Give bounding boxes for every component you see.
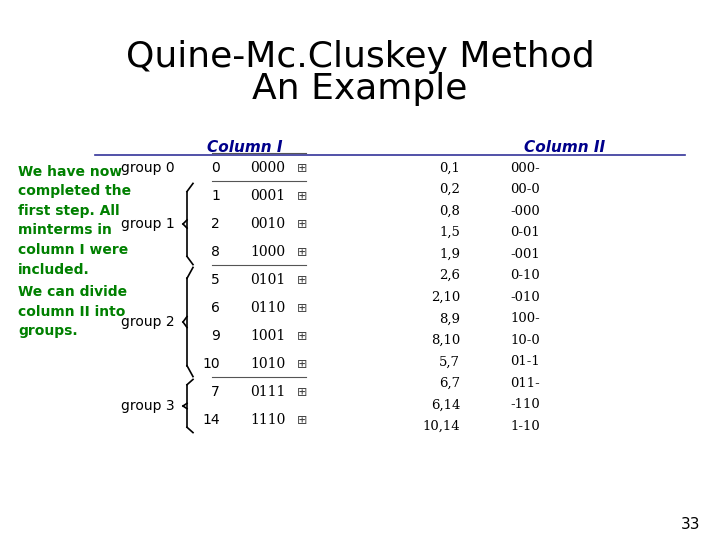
Text: 8,9: 8,9 bbox=[439, 312, 460, 325]
Text: 5: 5 bbox=[211, 273, 220, 287]
Text: 6,7: 6,7 bbox=[439, 377, 460, 390]
Text: ⊞: ⊞ bbox=[297, 357, 307, 370]
Text: -010: -010 bbox=[510, 291, 540, 303]
Text: 0-01: 0-01 bbox=[510, 226, 540, 239]
Text: group 0: group 0 bbox=[122, 161, 175, 175]
Text: ⊞: ⊞ bbox=[297, 301, 307, 314]
Text: 33: 33 bbox=[680, 517, 700, 532]
Text: 00-0: 00-0 bbox=[510, 183, 540, 196]
Text: 2: 2 bbox=[211, 217, 220, 231]
Text: 8,10: 8,10 bbox=[431, 334, 460, 347]
Text: 011-: 011- bbox=[510, 377, 540, 390]
Text: Column II: Column II bbox=[524, 140, 606, 155]
Text: 7: 7 bbox=[211, 385, 220, 399]
Text: ⊞: ⊞ bbox=[297, 161, 307, 174]
Text: 2,6: 2,6 bbox=[439, 269, 460, 282]
Text: ⊞: ⊞ bbox=[297, 246, 307, 259]
Text: 0,8: 0,8 bbox=[439, 205, 460, 218]
Text: -001: -001 bbox=[510, 248, 540, 261]
Text: 0: 0 bbox=[211, 161, 220, 175]
Text: ⊞: ⊞ bbox=[297, 273, 307, 287]
Text: 8: 8 bbox=[211, 245, 220, 259]
Text: group 1: group 1 bbox=[121, 217, 175, 231]
Text: 1: 1 bbox=[211, 189, 220, 203]
Text: -000: -000 bbox=[510, 205, 540, 218]
Text: 1,5: 1,5 bbox=[439, 226, 460, 239]
Text: 0,2: 0,2 bbox=[439, 183, 460, 196]
Text: We can divide
column II into
groups.: We can divide column II into groups. bbox=[18, 285, 127, 338]
Text: 0001: 0001 bbox=[250, 189, 285, 203]
Text: 0111: 0111 bbox=[250, 385, 285, 399]
Text: 0,1: 0,1 bbox=[439, 161, 460, 174]
Text: ⊞: ⊞ bbox=[297, 414, 307, 427]
Text: 0000: 0000 bbox=[250, 161, 285, 175]
Text: 1001: 1001 bbox=[250, 329, 285, 343]
Text: 1000: 1000 bbox=[250, 245, 285, 259]
Text: 100-: 100- bbox=[510, 312, 540, 325]
Text: Quine-Mc.Cluskey Method: Quine-Mc.Cluskey Method bbox=[125, 40, 595, 74]
Text: 6: 6 bbox=[211, 301, 220, 315]
Text: 10: 10 bbox=[202, 357, 220, 371]
Text: 10,14: 10,14 bbox=[423, 420, 460, 433]
Text: Column I: Column I bbox=[207, 140, 283, 155]
Text: 0-10: 0-10 bbox=[510, 269, 540, 282]
Text: 6,14: 6,14 bbox=[431, 399, 460, 411]
Text: ⊞: ⊞ bbox=[297, 218, 307, 231]
Text: 0101: 0101 bbox=[250, 273, 285, 287]
Text: 14: 14 bbox=[202, 413, 220, 427]
Text: An Example: An Example bbox=[252, 72, 468, 106]
Text: 10-0: 10-0 bbox=[510, 334, 540, 347]
Text: ⊞: ⊞ bbox=[297, 190, 307, 202]
Text: group 2: group 2 bbox=[122, 315, 175, 329]
Text: 0110: 0110 bbox=[250, 301, 285, 315]
Text: ⊞: ⊞ bbox=[297, 329, 307, 342]
Text: 1-10: 1-10 bbox=[510, 420, 540, 433]
Text: 0010: 0010 bbox=[250, 217, 285, 231]
Text: 000-: 000- bbox=[510, 161, 540, 174]
Text: -110: -110 bbox=[510, 399, 540, 411]
Text: ⊞: ⊞ bbox=[297, 386, 307, 399]
Text: 5,7: 5,7 bbox=[439, 355, 460, 368]
Text: group 3: group 3 bbox=[122, 399, 175, 413]
Text: 2,10: 2,10 bbox=[431, 291, 460, 303]
Text: We have now
completed the
first step. All
minterms in
column I were
included.: We have now completed the first step. Al… bbox=[18, 165, 131, 276]
Text: 1110: 1110 bbox=[250, 413, 285, 427]
Text: 1010: 1010 bbox=[250, 357, 285, 371]
Text: 01-1: 01-1 bbox=[510, 355, 540, 368]
Text: 1,9: 1,9 bbox=[439, 248, 460, 261]
Text: 9: 9 bbox=[211, 329, 220, 343]
